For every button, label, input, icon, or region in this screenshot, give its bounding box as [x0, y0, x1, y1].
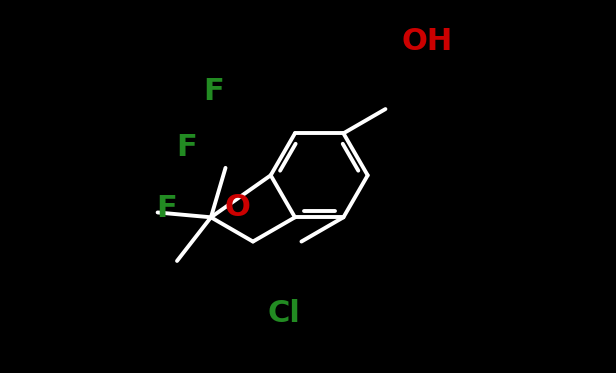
Text: F: F [156, 194, 177, 223]
Text: Cl: Cl [267, 299, 300, 328]
Text: OH: OH [402, 26, 453, 56]
Text: O: O [224, 192, 250, 222]
Text: F: F [204, 77, 224, 106]
Text: F: F [176, 133, 197, 162]
